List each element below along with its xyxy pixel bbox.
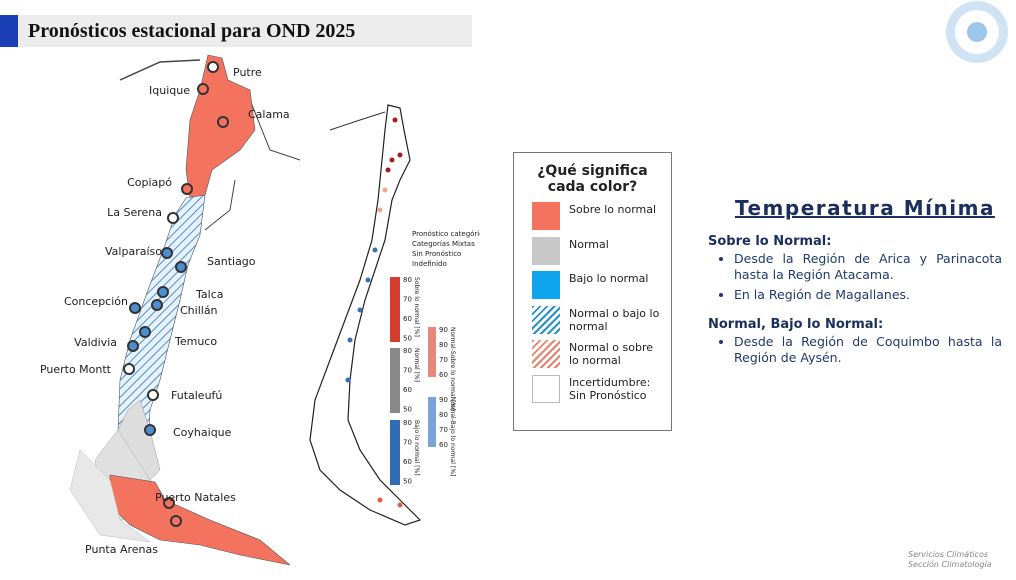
legend-label: Bajo lo normal	[569, 272, 649, 285]
colorbar-tick: 80	[439, 411, 448, 419]
legend-swatch	[532, 374, 560, 403]
text-panel: Temperatura Mínima Sobre lo Normal: Desde…	[708, 196, 1002, 370]
legend-item: Sobre lo normal	[532, 202, 667, 232]
colorbar-tick: 50	[403, 406, 412, 414]
map-legend-label: Pronóstico categórico	[412, 230, 480, 238]
colorbar-title: Normal [%]	[413, 348, 420, 382]
city-label: Concepción	[64, 295, 128, 308]
bullet: En la Región de Magallanes.	[734, 287, 1002, 303]
colorbar-tick: 70	[439, 426, 448, 434]
footer: Servicios Climáticos Sección Climatología	[908, 550, 992, 570]
colorbar-tick: 50	[403, 478, 412, 486]
color-legend: ¿Qué significa cada color? Sobre lo norm…	[513, 152, 672, 431]
legend-swatch	[532, 202, 560, 230]
map-center: Pronóstico categórico Categorías Mixtas Si…	[309, 104, 480, 526]
colorbar-tick: 70	[403, 367, 412, 375]
colorbar-tick: 70	[403, 296, 412, 304]
legend-swatch	[532, 305, 560, 334]
bullet: Desde la Región de Coquimbo hasta la Reg…	[734, 334, 1002, 366]
city-label: Santiago	[207, 255, 256, 268]
city-label: Calama	[248, 108, 290, 121]
city-label: Putre	[233, 66, 262, 79]
legend-label: Normal	[569, 237, 609, 251]
legend-swatch	[532, 271, 560, 299]
legend-title: ¿Qué significa cada color?	[537, 163, 648, 195]
colorbar-tick: 70	[403, 439, 412, 447]
city-label: Talca	[195, 288, 223, 301]
colorbar-tick: 90	[439, 326, 448, 334]
city-label: La Serena	[107, 206, 162, 219]
title-bar: Pronósticos estacional para OND 2025	[0, 15, 472, 47]
bullet: Desde la Región de Arica y Parinacota ha…	[734, 251, 1002, 283]
colorbar-tick: 60	[403, 458, 412, 466]
section-heading: Normal, Bajo lo Normal:	[708, 317, 884, 332]
slide-title: Pronósticos estacional para OND 2025	[28, 20, 356, 42]
map-legend-label: Categorías Mixtas	[412, 240, 475, 248]
city-label: Valdivia	[74, 336, 117, 349]
legend-label: Normal o sobre lo normal	[569, 341, 654, 367]
legend-label: Sobre lo normal	[569, 203, 657, 216]
city-label: Temuco	[174, 335, 217, 348]
logo	[946, 1, 1008, 63]
legend-swatch	[532, 236, 560, 265]
legend-item: Normal	[532, 236, 667, 267]
colorbar-tick: 60	[439, 441, 448, 449]
colorbar-tick: 80	[403, 276, 412, 284]
bullet-list: Desde la Región de Coquimbo hasta la Reg…	[708, 334, 1002, 366]
colorbar-title: Normal-Sobre lo normal [%]	[449, 327, 456, 411]
legend-item: Normal o sobre lo normal	[532, 340, 667, 370]
colorbar-tick: 70	[439, 356, 448, 364]
panel-title: Temperatura Mínima	[735, 196, 995, 220]
city-label: Puerto Natales	[155, 491, 236, 504]
legend-item: Normal o bajo lo normal	[532, 305, 667, 336]
footer-line: Sección Climatología	[908, 560, 992, 569]
bullet-list: Desde la Región de Arica y Parinacota ha…	[708, 251, 1002, 303]
colorbar-tick: 50	[403, 335, 412, 343]
section-heading: Sobre lo Normal:	[708, 234, 832, 249]
city-label: Valparaíso	[105, 245, 162, 258]
colorbar-title: Normal-Bajo lo normal [%]	[449, 397, 456, 476]
legend-label: Normal o bajo lo normal	[569, 306, 660, 333]
title-accent	[0, 15, 18, 47]
city-label: Futaleufú	[171, 389, 222, 402]
colorbar-tick: 60	[439, 371, 448, 379]
colorbar-tick: 80	[439, 341, 448, 349]
legend-swatch	[532, 340, 560, 368]
city-label: Punta Arenas	[85, 543, 158, 556]
colorbar-title: Sobre lo normal [%]	[413, 277, 420, 337]
colorbar-title: Bajo lo normal [%]	[413, 420, 420, 476]
legend-label: Incertidumbre: Sin Pronóstico	[569, 375, 651, 402]
map-legend-label: Sin Pronóstico	[412, 250, 461, 258]
city-label: Copiapó	[127, 176, 172, 189]
map-legend-label: Indefinido	[412, 260, 447, 268]
colorbar-tick: 60	[403, 315, 412, 323]
colorbar-tick: 80	[403, 419, 412, 427]
footer-line: Servicios Climáticos	[908, 550, 989, 559]
city-label: Chillán	[180, 304, 218, 317]
map-left: Putre Iquique Calama Copiapó La Serena Valpar…	[40, 54, 301, 566]
colorbar-tick: 90	[439, 396, 448, 404]
legend-item: Incertidumbre: Sin Pronóstico	[532, 374, 667, 405]
colorbar-tick: 60	[403, 386, 412, 394]
city-label: Coyhaique	[173, 426, 232, 439]
legend-item: Bajo lo normal	[532, 271, 667, 301]
city-label: Puerto Montt	[40, 363, 112, 376]
colorbar-tick: 80	[403, 347, 412, 355]
city-label: Iquique	[149, 84, 190, 97]
